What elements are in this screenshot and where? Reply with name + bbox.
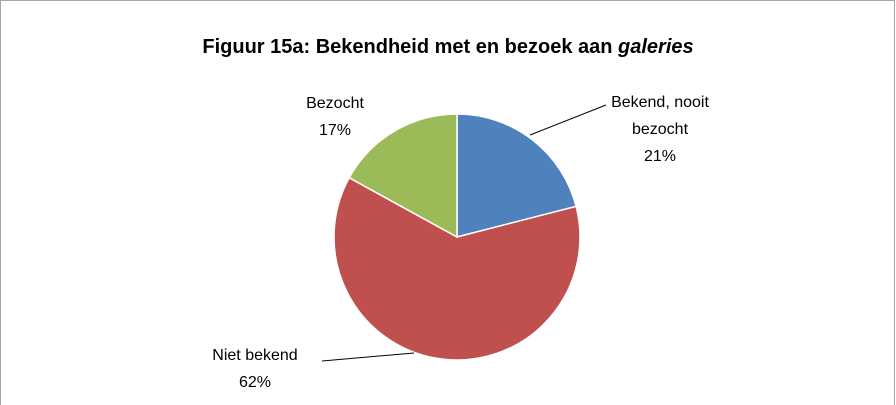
pie [333,113,581,361]
pie-slice [348,113,458,239]
leader-line [321,352,415,362]
slice-name: Niet bekend [212,347,298,364]
slice-name: Bekend, nooit bezocht [611,94,709,138]
pie-slice [333,176,581,361]
slice-label: Bekend, nooit bezocht 21% [600,89,720,170]
slice-name: Bezocht [306,95,364,112]
slice-label: Bezocht 17% [275,90,395,144]
title-part: galeries [617,36,694,58]
chart-title: Figuur 15a: Bekendheid met en bezoek aan… [202,36,693,58]
slice-value: 17% [318,122,352,139]
leader-line [529,104,607,136]
slice-value: 21% [643,148,677,165]
slice-value: 62% [238,374,272,391]
slice-label: Niet bekend 62% [195,342,315,396]
pie-slice [456,113,578,238]
title-part: Figuur 15a: Bekendheid met en bezoek aan [202,36,618,58]
